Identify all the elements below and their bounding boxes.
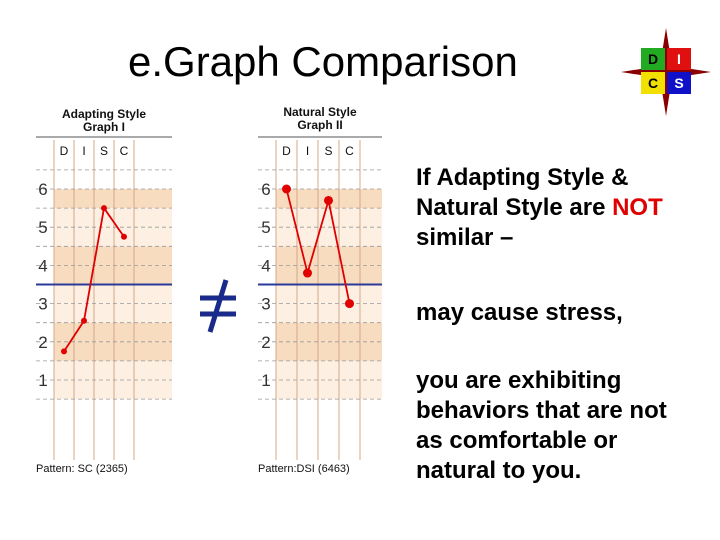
- graph2-point-c: [345, 299, 354, 309]
- graph2-title-line1: Natural Style: [283, 105, 357, 119]
- exhibiting-line1: you are exhibiting: [416, 367, 622, 394]
- graph2-pattern: Pattern:DSI (6463): [258, 463, 350, 475]
- graph1-band: [54, 189, 172, 209]
- graph1-band: [54, 303, 172, 323]
- graph2-band: [276, 341, 382, 361]
- graph1-column-d: D: [60, 144, 69, 158]
- graph2-scale-5: 5: [261, 218, 270, 237]
- graph1-column-s: S: [100, 144, 108, 158]
- graph2-point-d: [282, 184, 291, 194]
- graph1-point-i: [81, 317, 87, 324]
- graph2-scale-2: 2: [261, 333, 270, 352]
- exhibiting-line3: as comfortable or: [416, 427, 618, 454]
- graph1-scale-2: 2: [38, 333, 47, 352]
- graph2-band: [276, 303, 382, 323]
- graph2-scale-6: 6: [261, 180, 270, 199]
- graph1-band: [54, 399, 172, 460]
- graph1-band: [54, 284, 172, 304]
- graph1-column-i: I: [82, 144, 85, 158]
- statement-not-emphasis: NOT: [612, 194, 663, 221]
- logo-letter-i: I: [677, 51, 681, 67]
- graph1-band: [54, 227, 172, 247]
- graph2-series-line: [285, 188, 351, 304]
- comparison-statement: If Adapting Style & Natural Style are NO…: [416, 163, 663, 253]
- graph1-scale-4: 4: [38, 256, 47, 275]
- graph1-scale-5: 5: [38, 218, 47, 237]
- logo-cell-i: [667, 48, 691, 70]
- graph1-title-line2: Graph I: [82, 120, 125, 134]
- graph2-column-c: C: [345, 144, 354, 158]
- graph1-title: Adapting Style Graph I: [34, 108, 174, 134]
- graph1-band: [54, 208, 172, 228]
- graph2-point-i: [303, 268, 312, 278]
- graph1-scale-3: 3: [38, 295, 47, 314]
- graph1-band: [54, 380, 172, 400]
- exhibiting-note: you are exhibiting behaviors that are no…: [416, 366, 667, 486]
- exhibiting-line2: behaviors that are not: [416, 397, 667, 424]
- graph1-scale-6: 6: [38, 180, 47, 199]
- graph1-pattern: Pattern: SC (2365): [36, 463, 128, 475]
- graph2-band: [276, 399, 382, 460]
- graph1-point-s: [101, 205, 107, 212]
- graph1-title-line1: Adapting Style: [61, 107, 146, 121]
- graph1-point-d: [61, 348, 67, 355]
- graph2-point-s: [324, 195, 333, 205]
- stress-note: may cause stress,: [416, 299, 623, 326]
- compass-arrow-horizontal: [621, 65, 711, 79]
- graph2-title-line2: Graph II: [297, 118, 343, 132]
- graph2-band: [276, 284, 382, 304]
- statement-line3: similar –: [416, 224, 514, 251]
- graph1-band: [54, 341, 172, 361]
- graph2-band: [276, 360, 382, 380]
- graph2-column-i: I: [306, 144, 309, 158]
- statement-line2: Natural Style are NOT: [416, 193, 663, 223]
- graph2-scale-3: 3: [261, 295, 270, 314]
- graph2-band: [276, 322, 382, 342]
- graph2-band: [276, 246, 382, 266]
- slide-title: e.Graph Comparison: [128, 38, 518, 85]
- logo-cell-d: [641, 48, 665, 70]
- graph1-column-c: C: [120, 144, 129, 158]
- graph1-band: [54, 360, 172, 380]
- graph2-title: Natural Style Graph II: [256, 106, 384, 132]
- statement-line2-text: Natural Style are: [416, 194, 613, 221]
- graph1-scale-1: 1: [38, 371, 47, 390]
- graph2-band: [276, 265, 382, 285]
- exhibiting-line4: natural to you.: [416, 457, 582, 484]
- graph2-band: [276, 227, 382, 247]
- graph2-band: [276, 208, 382, 228]
- disc-compass-logo: D I C S: [621, 28, 711, 116]
- graph1-band: [54, 322, 172, 342]
- graph2-column-d: D: [282, 144, 291, 158]
- logo-letter-s: S: [674, 75, 683, 91]
- graph2-scale-1: 1: [261, 371, 270, 390]
- graph2-column-s: S: [324, 144, 332, 158]
- graph1-band: [54, 265, 172, 285]
- statement-line1: If Adapting Style &: [416, 164, 629, 191]
- graph2-band: [276, 380, 382, 400]
- not-equal-icon: [200, 279, 236, 333]
- graph1-point-c: [121, 233, 127, 240]
- graph1-band: [54, 246, 172, 266]
- graph2-plot: D I S C 6 5 4 3 2 1: [258, 136, 382, 460]
- logo-cell-s: [667, 72, 691, 94]
- graph1-plot: D I S C 6 5 4 3 2 1: [36, 136, 172, 460]
- logo-letter-c: C: [648, 75, 658, 91]
- logo-cell-c: [641, 72, 665, 94]
- graph1-series-line: [63, 205, 125, 352]
- graph2-scale-4: 4: [261, 256, 270, 275]
- logo-letter-d: D: [648, 51, 658, 67]
